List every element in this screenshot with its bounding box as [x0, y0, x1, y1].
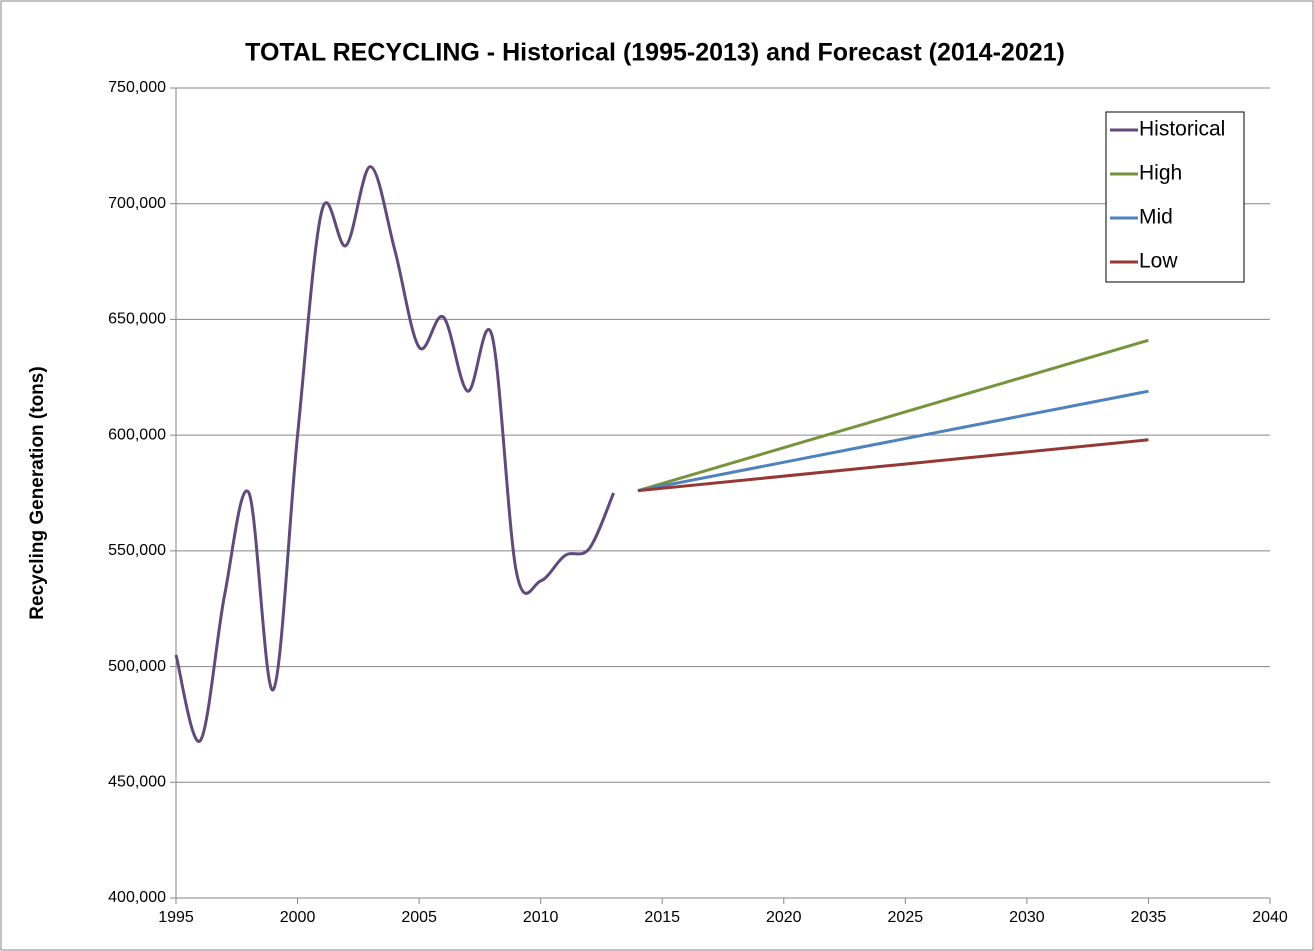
x-tick-label: 2005	[401, 909, 437, 926]
x-tick-label: 2040	[1252, 909, 1288, 926]
y-tick-label: 650,000	[108, 311, 166, 328]
legend-label: Historical	[1139, 118, 1225, 141]
series-line	[637, 338, 1149, 493]
x-tick-label: 2025	[888, 909, 924, 926]
legend-label: Mid	[1139, 206, 1173, 229]
y-tick-label: 750,000	[108, 79, 166, 96]
legend-box	[1105, 111, 1245, 283]
legend-label: Low	[1139, 250, 1178, 273]
y-axis-title: Recycling Generation (tons)	[27, 366, 48, 619]
series-line	[174, 165, 615, 743]
y-tick-label: 700,000	[108, 195, 166, 212]
series-line	[637, 438, 1149, 493]
y-tick-label: 400,000	[108, 889, 166, 906]
x-tick-label: 1995	[158, 909, 194, 926]
chart-title: TOTAL RECYCLING - Historical (1995-2013)…	[245, 39, 1065, 67]
y-tick-label: 450,000	[108, 774, 166, 791]
series-line	[637, 389, 1149, 493]
y-tick-label: 600,000	[108, 426, 166, 443]
y-tick-label: 550,000	[108, 542, 166, 559]
x-tick-label: 2000	[280, 909, 316, 926]
x-tick-label: 2010	[523, 909, 559, 926]
x-tick-label: 2020	[766, 909, 802, 926]
y-tick-label: 500,000	[108, 658, 166, 675]
x-tick-label: 2015	[644, 909, 680, 926]
legend-label: High	[1139, 162, 1182, 185]
x-tick-label: 2035	[1131, 909, 1167, 926]
x-tick-label: 2030	[1009, 909, 1045, 926]
